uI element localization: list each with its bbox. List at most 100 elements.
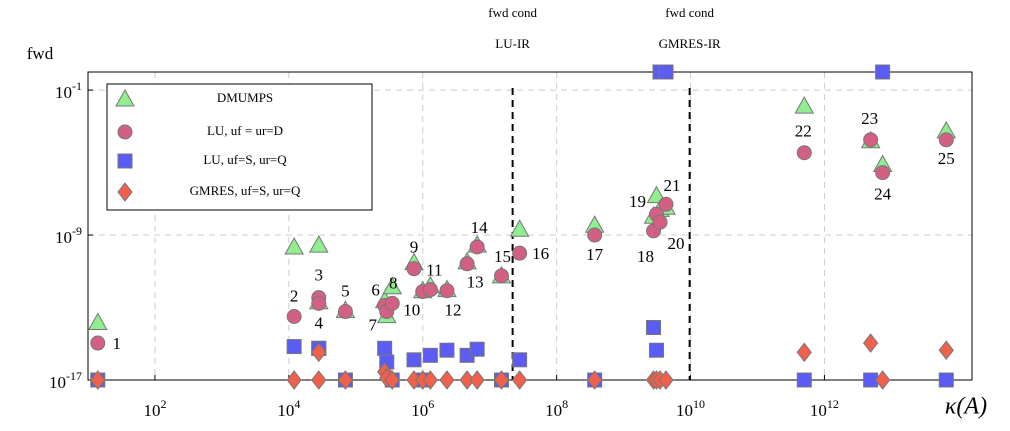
x-tick-label: 1012 xyxy=(810,397,839,420)
point-label: 21 xyxy=(664,176,681,195)
marker-circle xyxy=(469,239,485,255)
marker-triangle xyxy=(646,185,667,204)
point-label: 3 xyxy=(315,266,324,285)
marker-diamond xyxy=(117,182,133,202)
legend-label: GMRES, uf=S, ur=Q xyxy=(190,183,301,198)
reference-label: fwd cond xyxy=(488,5,537,20)
marker-circle xyxy=(117,124,133,140)
marker-circle xyxy=(796,145,812,161)
x-axis-label: κ(A) xyxy=(945,394,987,420)
marker-square xyxy=(512,352,528,368)
marker-square xyxy=(406,352,422,368)
marker-diamond xyxy=(796,342,812,363)
marker-circle xyxy=(459,256,475,272)
point-label: 2 xyxy=(290,286,299,305)
marker-triangle xyxy=(308,235,329,253)
x-tick-label: 1010 xyxy=(676,397,705,420)
marker-circle xyxy=(311,295,327,311)
marker-diamond xyxy=(422,370,439,390)
point-label: 17 xyxy=(586,245,604,264)
marker-triangle xyxy=(87,312,108,330)
point-label: 1 xyxy=(113,334,122,353)
marker-diamond xyxy=(587,370,603,390)
legend-label: LU, uf = ur=D xyxy=(207,123,283,138)
marker-square xyxy=(875,64,891,80)
point-label: 4 xyxy=(315,313,324,332)
y-tick-label: 10-1 xyxy=(55,79,82,102)
legend-box xyxy=(106,83,373,211)
reference-label: GMRES-IR xyxy=(659,36,721,51)
marker-diamond xyxy=(311,342,327,363)
marker-circle xyxy=(493,268,509,284)
point-label: 5 xyxy=(341,281,350,300)
point-label: 9 xyxy=(410,238,419,257)
marker-circle xyxy=(337,304,353,320)
marker-square xyxy=(117,153,133,169)
marker-diamond xyxy=(286,370,302,390)
marker-diamond xyxy=(384,370,400,390)
marker-square xyxy=(648,342,664,358)
marker-circle xyxy=(90,335,106,351)
legend-label: LU, uf=S, ur=Q xyxy=(203,152,287,167)
point-label: 20 xyxy=(668,234,685,253)
marker-circle xyxy=(406,261,422,277)
point-label: 14 xyxy=(471,218,489,237)
marker-square xyxy=(422,347,438,363)
marker-diamond xyxy=(469,370,485,390)
marker-circle xyxy=(863,132,879,148)
marker-triangle xyxy=(382,276,403,295)
point-label: 10 xyxy=(403,300,420,319)
point-label: 18 xyxy=(637,247,654,266)
marker-circle xyxy=(587,227,603,243)
point-label: 22 xyxy=(795,122,812,141)
x-tick-label: 102 xyxy=(143,397,166,420)
marker-square xyxy=(658,64,674,80)
point-label: 25 xyxy=(938,149,955,168)
marker-circle xyxy=(422,282,438,298)
marker-circle xyxy=(384,295,400,311)
marker-square xyxy=(646,320,662,336)
marker-circle xyxy=(439,283,455,299)
marker-circle xyxy=(938,132,954,148)
point-label: 8 xyxy=(389,273,398,292)
point-label: 7 xyxy=(369,315,378,334)
marker-triangle xyxy=(794,96,815,114)
marker-diamond xyxy=(459,370,475,390)
plot-frame xyxy=(87,71,973,381)
marker-triangle xyxy=(509,219,530,237)
x-tick-label: 108 xyxy=(545,397,568,420)
marker-diamond xyxy=(90,370,106,390)
point-label: 24 xyxy=(874,185,892,204)
reference-label: fwd cond xyxy=(665,5,714,20)
point-label: 13 xyxy=(467,273,484,292)
point-label: 6 xyxy=(371,280,380,299)
marker-diamond xyxy=(311,370,327,390)
x-tick-label: 106 xyxy=(411,397,434,420)
marker-square xyxy=(469,341,485,357)
marker-circle xyxy=(875,165,891,181)
marker-diamond xyxy=(337,370,354,390)
point-label: 15 xyxy=(494,247,511,266)
marker-square xyxy=(439,342,455,358)
marker-circle xyxy=(652,214,668,230)
marker-diamond xyxy=(511,370,528,390)
marker-triangle xyxy=(284,236,305,255)
point-label: 19 xyxy=(629,192,646,211)
x-tick-label: 104 xyxy=(277,397,300,420)
reference-label: LU-IR xyxy=(495,36,530,51)
y-tick-label: 10-9 xyxy=(55,224,82,247)
y-tick-label: 10-17 xyxy=(49,369,82,392)
marker-diamond xyxy=(938,340,954,361)
point-label: 11 xyxy=(426,260,442,279)
marker-diamond xyxy=(874,370,891,390)
marker-diamond xyxy=(658,370,674,390)
marker-circle xyxy=(658,196,674,212)
marker-circle xyxy=(286,308,302,324)
legend-label: DMUMPS xyxy=(217,90,273,105)
point-label: 16 xyxy=(532,244,549,263)
marker-square xyxy=(286,339,302,355)
point-label: 23 xyxy=(861,109,878,128)
point-label: 12 xyxy=(444,301,461,320)
marker-diamond xyxy=(493,370,510,390)
